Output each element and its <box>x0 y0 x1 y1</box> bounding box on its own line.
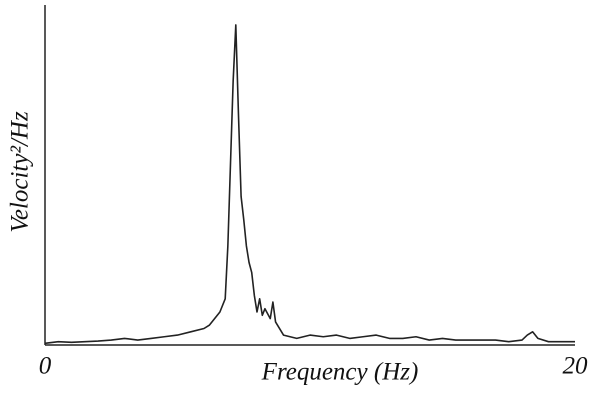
x-tick-label: 0 <box>39 353 52 380</box>
x-axis-title: Frequency (Hz) <box>261 359 419 386</box>
y-axis-title: Velocity²/Hz <box>7 111 34 233</box>
spectrum-line <box>44 24 575 345</box>
x-tick-label: 20 <box>563 353 589 380</box>
